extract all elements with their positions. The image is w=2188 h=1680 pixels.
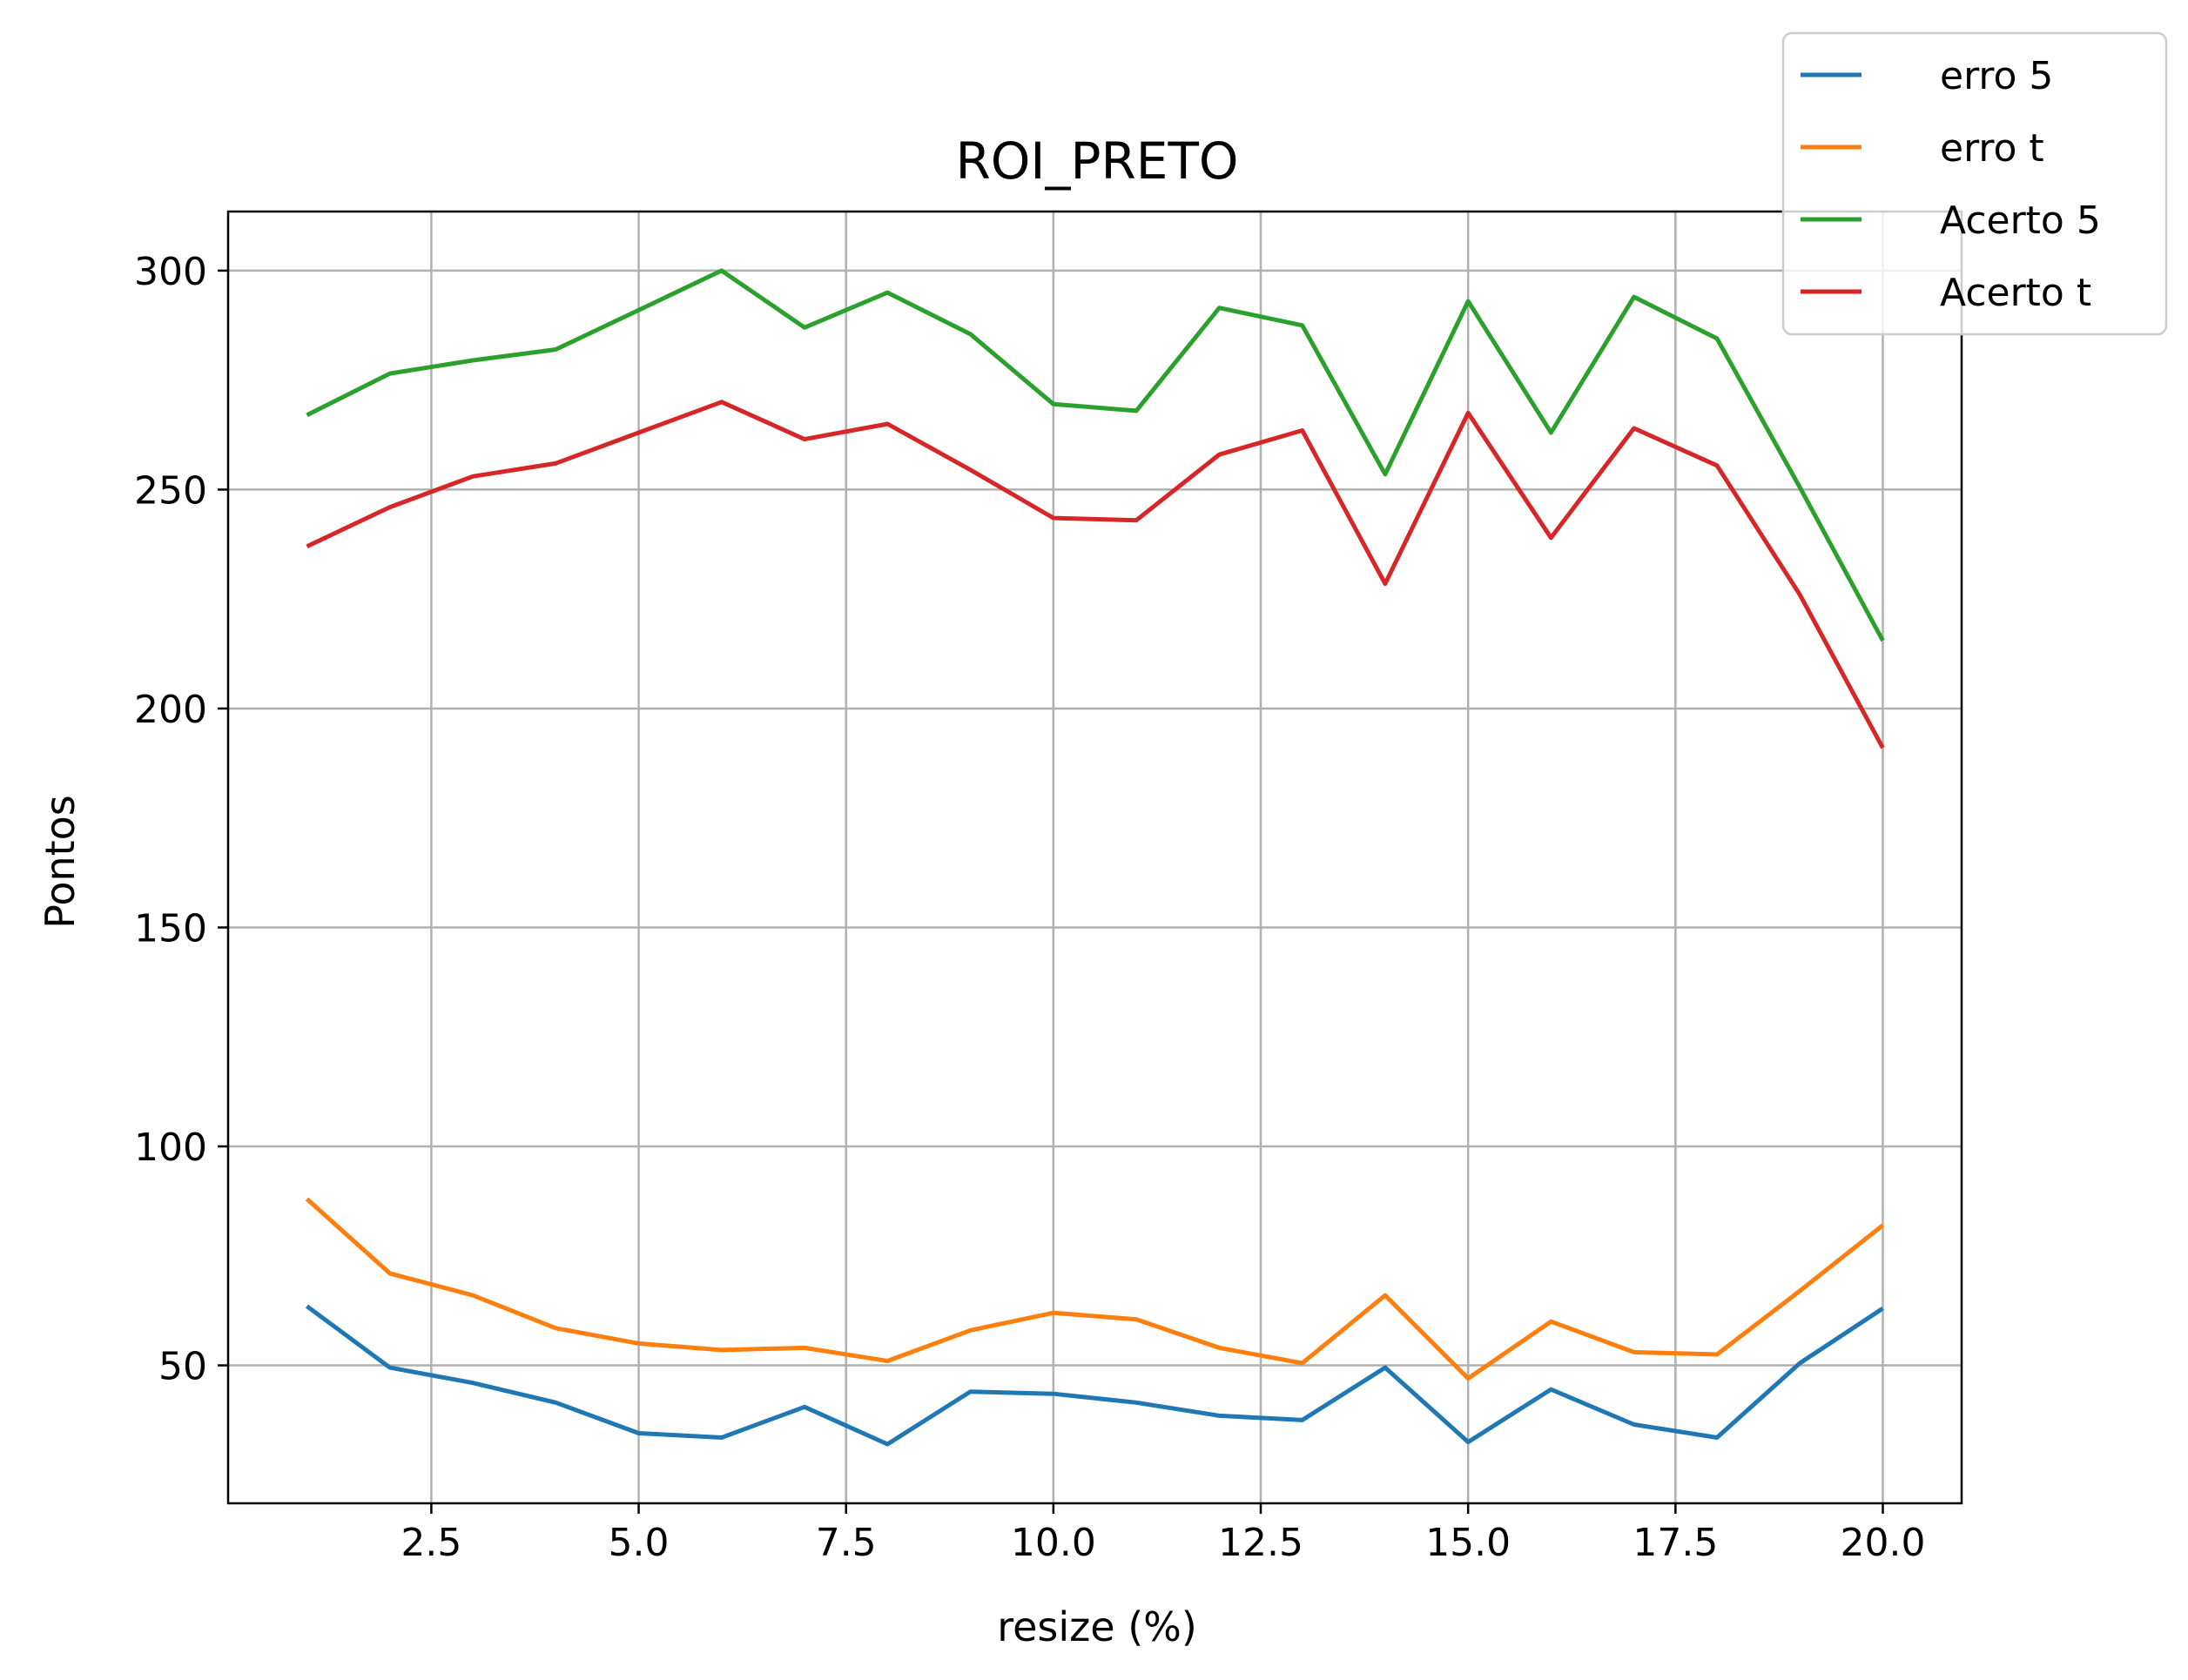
series-line-acerto-t [306,400,1885,749]
y-tick-label: 200 [134,688,207,732]
legend-label-erro-5: erro 5 [1940,54,2053,98]
series-line-erro-5 [306,1304,1884,1447]
grid-lines [228,212,1962,1503]
chart-title: ROI_PRETO [955,131,1238,191]
series-lines [305,268,1885,1447]
legend-entries: erro 5 erro t Acerto 5 Acerto t [1801,54,2101,315]
legend: erro 5 erro t Acerto 5 Acerto t [1781,31,2168,336]
legend-box [1781,31,2168,336]
series-line-erro-t [305,1197,1885,1381]
y-tick-label: 300 [134,250,207,294]
x-tick-label: 10.0 [1011,1521,1096,1565]
y-tick-label: 250 [134,468,207,513]
x-tick-label: 20.0 [1841,1521,1926,1565]
legend-label-acerto-5: Acerto 5 [1940,198,2101,243]
x-tick-label: 2.5 [401,1521,461,1565]
x-tick-label: 12.5 [1218,1521,1303,1565]
y-tick-label: 150 [134,906,207,951]
x-tick-label: 15.0 [1425,1521,1511,1565]
x-tick-label: 5.0 [609,1521,670,1565]
legend-label-erro-t: erro t [1940,126,2044,171]
axis-ticks: 2.5 5.0 7.5 10.0 12.5 15.0 17.5 20.0 50 100 150 200… [134,250,1925,1565]
y-tick-label: 50 [158,1345,207,1389]
axes-frame [226,210,1963,1505]
series-line-acerto-5 [306,268,1885,642]
x-tick-label: 17.5 [1633,1521,1718,1565]
x-tick-label: 7.5 [816,1521,877,1565]
y-axis-label: Pontos [37,795,84,929]
x-axis-label: resize (%) [997,1603,1197,1650]
y-tick-label: 100 [134,1126,207,1170]
legend-label-acerto-t: Acerto t [1940,271,2091,315]
